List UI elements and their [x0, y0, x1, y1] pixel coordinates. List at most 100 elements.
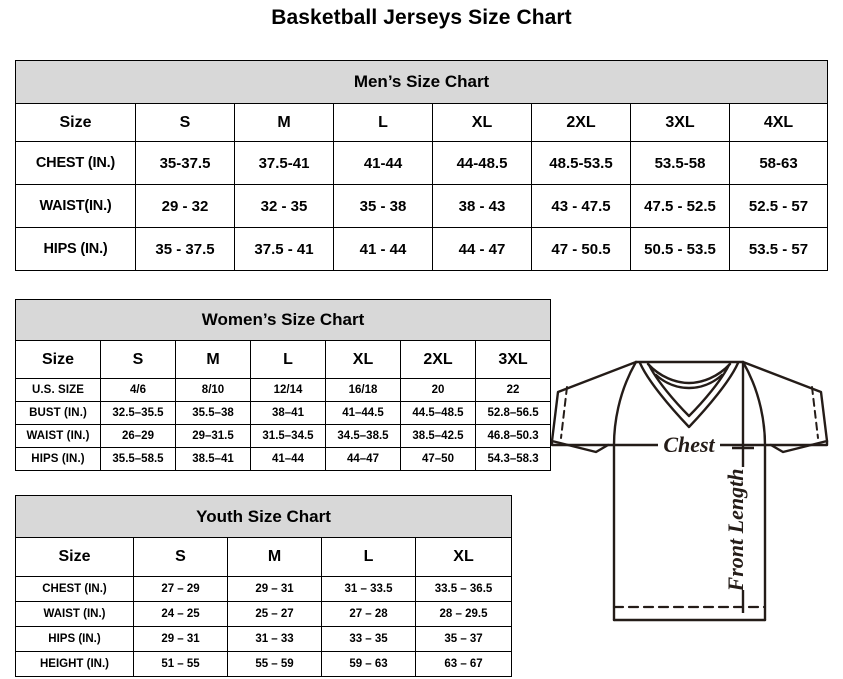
youth-cell-height-xl: 63 – 67 — [414, 651, 513, 677]
womens-cell-waist-xl: 34.5–38.5 — [325, 424, 401, 448]
womens-cell-waist-3xl: 46.8–50.3 — [474, 424, 552, 448]
table-row: HIPS (IN.) 29 – 31 31 – 33 33 – 35 35 – … — [15, 626, 513, 652]
mens-cell-chest-4xl: 58-63 — [728, 141, 829, 185]
table-row: CHEST (IN.) 27 – 29 29 – 31 31 – 33.5 33… — [15, 576, 513, 602]
womens-cell-hips-l: 41–44 — [250, 447, 326, 471]
mens-banner-title: Men’s Size Chart — [14, 60, 829, 104]
front-length-measure-label: Front Length — [723, 469, 748, 593]
table-row: WAIST(IN.) 29 - 32 32 - 35 35 - 38 38 - … — [15, 184, 829, 228]
youth-cell-waist-xl: 28 – 29.5 — [414, 601, 513, 627]
mens-col-header-s: S — [135, 103, 235, 142]
womens-cell-waist-2xl: 38.5–42.5 — [400, 424, 476, 448]
womens-header-row: Size S M L XL 2XL 3XL — [15, 340, 552, 379]
womens-cell-hips-s: 35.5–58.5 — [100, 447, 176, 471]
jersey-measurement-diagram: Chest Front Length — [536, 345, 843, 670]
mens-cell-chest-xl: 44-48.5 — [432, 141, 532, 185]
womens-cell-bust-m: 35.5–38 — [175, 401, 251, 425]
youth-banner-title: Youth Size Chart — [14, 495, 513, 538]
youth-cell-height-m: 55 – 59 — [227, 651, 322, 677]
mens-cell-waist-2xl: 43 - 47.5 — [531, 184, 631, 228]
womens-cell-hips-2xl: 47–50 — [400, 447, 476, 471]
table-row: HIPS (IN.) 35 - 37.5 37.5 - 41 41 - 44 4… — [15, 227, 829, 271]
womens-cell-us-size-l: 12/14 — [250, 378, 326, 402]
womens-cell-hips-m: 38.5–41 — [175, 447, 251, 471]
mens-cell-hips-2xl: 47 - 50.5 — [531, 227, 631, 271]
mens-cell-chest-2xl: 48.5-53.5 — [531, 141, 631, 185]
womens-cell-us-size-xl: 16/18 — [325, 378, 401, 402]
mens-cell-hips-m: 37.5 - 41 — [234, 227, 334, 271]
youth-col-header-m: M — [227, 537, 322, 577]
mens-row-label-waist: WAIST(IN.) — [15, 184, 136, 228]
womens-row-label-hips: HIPS (IN.) — [15, 447, 101, 471]
youth-banner-row: Youth Size Chart — [14, 495, 513, 538]
womens-col-header-3xl: 3XL — [474, 340, 552, 379]
womens-col-header-xl: XL — [325, 340, 401, 379]
mens-cell-waist-s: 29 - 32 — [135, 184, 235, 228]
jersey-outline — [550, 360, 829, 622]
womens-cell-hips-3xl: 54.3–58.3 — [474, 447, 552, 471]
youth-header-row: Size S M L XL — [15, 537, 513, 577]
mens-cell-chest-l: 41-44 — [333, 141, 433, 185]
youth-row-label-chest: CHEST (IN.) — [15, 576, 134, 602]
mens-col-header-xl: XL — [432, 103, 532, 142]
youth-cell-hips-xl: 35 – 37 — [414, 626, 513, 652]
womens-banner-row: Women’s Size Chart — [14, 299, 552, 341]
mens-cell-hips-xl: 44 - 47 — [432, 227, 532, 271]
womens-cell-hips-xl: 44–47 — [325, 447, 401, 471]
womens-cell-bust-l: 38–41 — [250, 401, 326, 425]
mens-cell-hips-4xl: 53.5 - 57 — [728, 227, 829, 271]
youth-cell-hips-s: 29 – 31 — [133, 626, 228, 652]
womens-col-header-size: Size — [15, 340, 101, 379]
mens-cell-waist-xl: 38 - 43 — [432, 184, 532, 228]
youth-cell-hips-m: 31 – 33 — [227, 626, 322, 652]
youth-cell-waist-m: 25 – 27 — [227, 601, 322, 627]
mens-col-header-m: M — [234, 103, 334, 142]
mens-banner-row: Men’s Size Chart — [14, 60, 829, 104]
youth-cell-waist-s: 24 – 25 — [133, 601, 228, 627]
youth-cell-hips-l: 33 – 35 — [321, 626, 416, 652]
womens-cell-bust-3xl: 52.8–56.5 — [474, 401, 552, 425]
youth-size-chart-table: Youth Size Chart Size S M L XL CHEST (IN… — [14, 495, 513, 677]
mens-cell-hips-l: 41 - 44 — [333, 227, 433, 271]
mens-cell-hips-3xl: 50.5 - 53.5 — [630, 227, 730, 271]
youth-cell-waist-l: 27 – 28 — [321, 601, 416, 627]
youth-cell-chest-l: 31 – 33.5 — [321, 576, 416, 602]
womens-banner-title: Women’s Size Chart — [14, 299, 552, 341]
womens-col-header-m: M — [175, 340, 251, 379]
womens-cell-waist-s: 26–29 — [100, 424, 176, 448]
mens-cell-chest-m: 37.5-41 — [234, 141, 334, 185]
mens-col-header-l: L — [333, 103, 433, 142]
womens-cell-us-size-m: 8/10 — [175, 378, 251, 402]
mens-col-header-size: Size — [15, 103, 136, 142]
mens-cell-waist-m: 32 - 35 — [234, 184, 334, 228]
table-row: CHEST (IN.) 35-37.5 37.5-41 41-44 44-48.… — [15, 141, 829, 185]
mens-cell-chest-s: 35-37.5 — [135, 141, 235, 185]
table-row: WAIST (IN.) 26–29 29–31.5 31.5–34.5 34.5… — [15, 424, 552, 448]
womens-size-chart-table: Women’s Size Chart Size S M L XL 2XL 3XL… — [14, 299, 552, 471]
youth-col-header-s: S — [133, 537, 228, 577]
mens-cell-hips-s: 35 - 37.5 — [135, 227, 235, 271]
chest-measure-label: Chest — [663, 432, 715, 457]
womens-cell-us-size-3xl: 22 — [474, 378, 552, 402]
page-title: Basketball Jerseys Size Chart — [271, 6, 572, 29]
youth-col-header-size: Size — [15, 537, 134, 577]
mens-cell-waist-4xl: 52.5 - 57 — [728, 184, 829, 228]
womens-cell-us-size-s: 4/6 — [100, 378, 176, 402]
womens-row-label-waist: WAIST (IN.) — [15, 424, 101, 448]
table-row: WAIST (IN.) 24 – 25 25 – 27 27 – 28 28 –… — [15, 601, 513, 627]
mens-row-label-hips: HIPS (IN.) — [15, 227, 136, 271]
youth-cell-chest-s: 27 – 29 — [133, 576, 228, 602]
youth-col-header-xl: XL — [414, 537, 513, 577]
womens-cell-waist-l: 31.5–34.5 — [250, 424, 326, 448]
womens-row-label-bust: BUST (IN.) — [15, 401, 101, 425]
mens-cell-waist-l: 35 - 38 — [333, 184, 433, 228]
youth-cell-height-s: 51 – 55 — [133, 651, 228, 677]
mens-row-label-chest: CHEST (IN.) — [15, 141, 136, 185]
table-row: HEIGHT (IN.) 51 – 55 55 – 59 59 – 63 63 … — [15, 651, 513, 677]
youth-cell-height-l: 59 – 63 — [321, 651, 416, 677]
womens-col-header-s: S — [100, 340, 176, 379]
youth-col-header-l: L — [321, 537, 416, 577]
womens-row-label-us-size: U.S. SIZE — [15, 378, 101, 402]
youth-row-label-hips: HIPS (IN.) — [15, 626, 134, 652]
table-row: HIPS (IN.) 35.5–58.5 38.5–41 41–44 44–47… — [15, 447, 552, 471]
